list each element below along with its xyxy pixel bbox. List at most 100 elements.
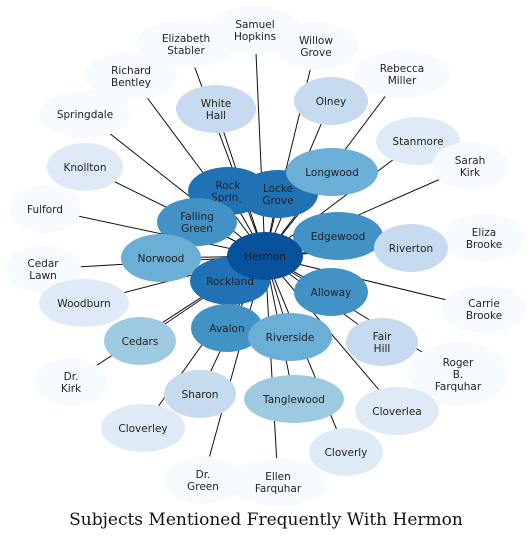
- node-ellipse: [346, 318, 418, 366]
- node-eliza-brooke: Eliza Brooke: [444, 214, 524, 262]
- node-ellipse: [85, 52, 177, 100]
- node-ellipse: [157, 198, 237, 246]
- node-richard-bentley: Richard Bentley: [85, 52, 177, 100]
- node-ellipse: [121, 234, 201, 282]
- node-label: Woodburn: [57, 298, 110, 310]
- node-norwood: Norwood: [121, 234, 201, 282]
- node-olney: Olney: [294, 77, 368, 125]
- edge-hermon-samuel-hopkins: [254, 29, 266, 257]
- edge-hermon-springdale: [84, 113, 266, 257]
- node-label: Cedar Lawn: [27, 258, 59, 282]
- node-cloverly: Cloverly: [309, 428, 383, 476]
- node-elizabeth-stabler: Elizabeth Stabler: [136, 20, 236, 68]
- node-ellipse: [442, 285, 526, 333]
- node-label: Ellen Farquhar: [255, 471, 302, 495]
- node-ellen-farquhar: Ellen Farquhar: [228, 458, 328, 506]
- node-ellipse: [293, 212, 383, 260]
- node-label: Cloverlea: [372, 406, 421, 418]
- node-label: Dr. Green: [187, 469, 219, 493]
- node-label: Richard Bentley: [111, 65, 151, 89]
- node-ellipse: [39, 279, 129, 327]
- node-edgewood: Edgewood: [293, 212, 383, 260]
- node-ellipse: [286, 148, 378, 196]
- node-label: Rockland: [206, 276, 254, 288]
- node-label: Cloverly: [325, 447, 368, 459]
- node-label: Riverside: [266, 332, 315, 344]
- node-ellipse: [191, 304, 263, 352]
- node-ellipse: [165, 456, 241, 504]
- node-label: Tanglewood: [262, 394, 325, 406]
- node-ellipse: [39, 90, 131, 138]
- node-fulford: Fulford: [9, 185, 81, 233]
- node-ellipse: [354, 50, 450, 98]
- node-label: Samuel Hopkins: [234, 19, 276, 43]
- node-white-hall: White Hall: [176, 85, 256, 133]
- node-ellipse: [5, 245, 81, 293]
- node-label: Rock Spring: [211, 180, 245, 204]
- node-label: Carrie Brooke: [466, 298, 502, 322]
- node-label: Alloway: [311, 287, 352, 299]
- node-carrie-brooke: Carrie Brooke: [442, 285, 526, 333]
- node-label: Olney: [316, 96, 347, 108]
- node-label: Locke Grove: [262, 183, 293, 207]
- node-label: Fulford: [27, 204, 63, 216]
- node-ellipse: [309, 428, 383, 476]
- node-label: Sharon: [182, 389, 219, 401]
- node-hermon-center: Hermon: [227, 232, 303, 280]
- node-ellipse: [164, 370, 236, 418]
- node-label: Rebecca Miller: [380, 63, 424, 87]
- node-riverside: Riverside: [248, 313, 332, 361]
- node-ellipse: [444, 214, 524, 262]
- node-ellipse: [136, 20, 236, 68]
- node-cloverley: Cloverley: [101, 404, 185, 452]
- edge-hermon-fulford: [44, 208, 266, 257]
- node-ellipse: [432, 142, 508, 190]
- node-sarah-kirk: Sarah Kirk: [432, 142, 508, 190]
- edge-hermon-elizabeth-stabler: [185, 43, 266, 257]
- center-node-label: Hermon: [244, 251, 286, 263]
- edge-hermon-stanmore: [264, 140, 419, 257]
- node-label: Falling Green: [180, 211, 214, 235]
- node-label: Willow Grove: [299, 35, 333, 59]
- node-sharon: Sharon: [164, 370, 236, 418]
- edge-hermon-richard-bentley: [130, 75, 266, 257]
- node-ellipse: [408, 342, 508, 406]
- node-ellipse: [274, 22, 358, 70]
- node-ellipse: [101, 404, 185, 452]
- node-cedars: Cedars: [104, 317, 176, 365]
- node-label: Avalon: [209, 323, 244, 335]
- node-fair-hill: Fair Hill: [346, 318, 418, 366]
- node-falling-green: Falling Green: [157, 198, 237, 246]
- node-longwood: Longwood: [286, 148, 378, 196]
- node-label: Springdale: [57, 109, 113, 121]
- node-ellipse: [244, 375, 344, 423]
- node-ellipse: [35, 358, 107, 406]
- node-label: Norwood: [138, 253, 185, 265]
- node-rebecca-miller: Rebecca Miller: [354, 50, 450, 98]
- node-alloway: Alloway: [294, 268, 368, 316]
- center-node-ellipse: [227, 232, 303, 280]
- node-ellipse: [294, 268, 368, 316]
- node-label: Stanmore: [392, 136, 443, 148]
- node-ellipse: [176, 85, 256, 133]
- edge-hermon-ellen-farquhar: [264, 255, 279, 483]
- node-tanglewood: Tanglewood: [244, 375, 344, 423]
- node-knollton: Knollton: [47, 143, 123, 191]
- node-label: Edgewood: [311, 231, 366, 243]
- node-cloverlea: Cloverlea: [355, 387, 439, 435]
- node-dr-kirk: Dr. Kirk: [35, 358, 107, 406]
- node-ellipse: [248, 313, 332, 361]
- node-layer: Samuel Hopkins Willow Grove Elizabeth Stabler…: [5, 6, 526, 506]
- node-ellipse: [104, 317, 176, 365]
- node-willow-grove: Willow Grove: [274, 22, 358, 70]
- node-label: Eliza Brooke: [466, 227, 502, 251]
- node-label: Dr. Kirk: [61, 371, 82, 395]
- node-label: Longwood: [305, 167, 359, 179]
- node-ellipse: [9, 185, 81, 233]
- edge-hermon-willow-grove: [264, 45, 317, 257]
- node-avalon: Avalon: [191, 304, 263, 352]
- node-label: White Hall: [201, 98, 232, 122]
- node-ellipse: [374, 224, 448, 272]
- node-springdale: Springdale: [39, 90, 131, 138]
